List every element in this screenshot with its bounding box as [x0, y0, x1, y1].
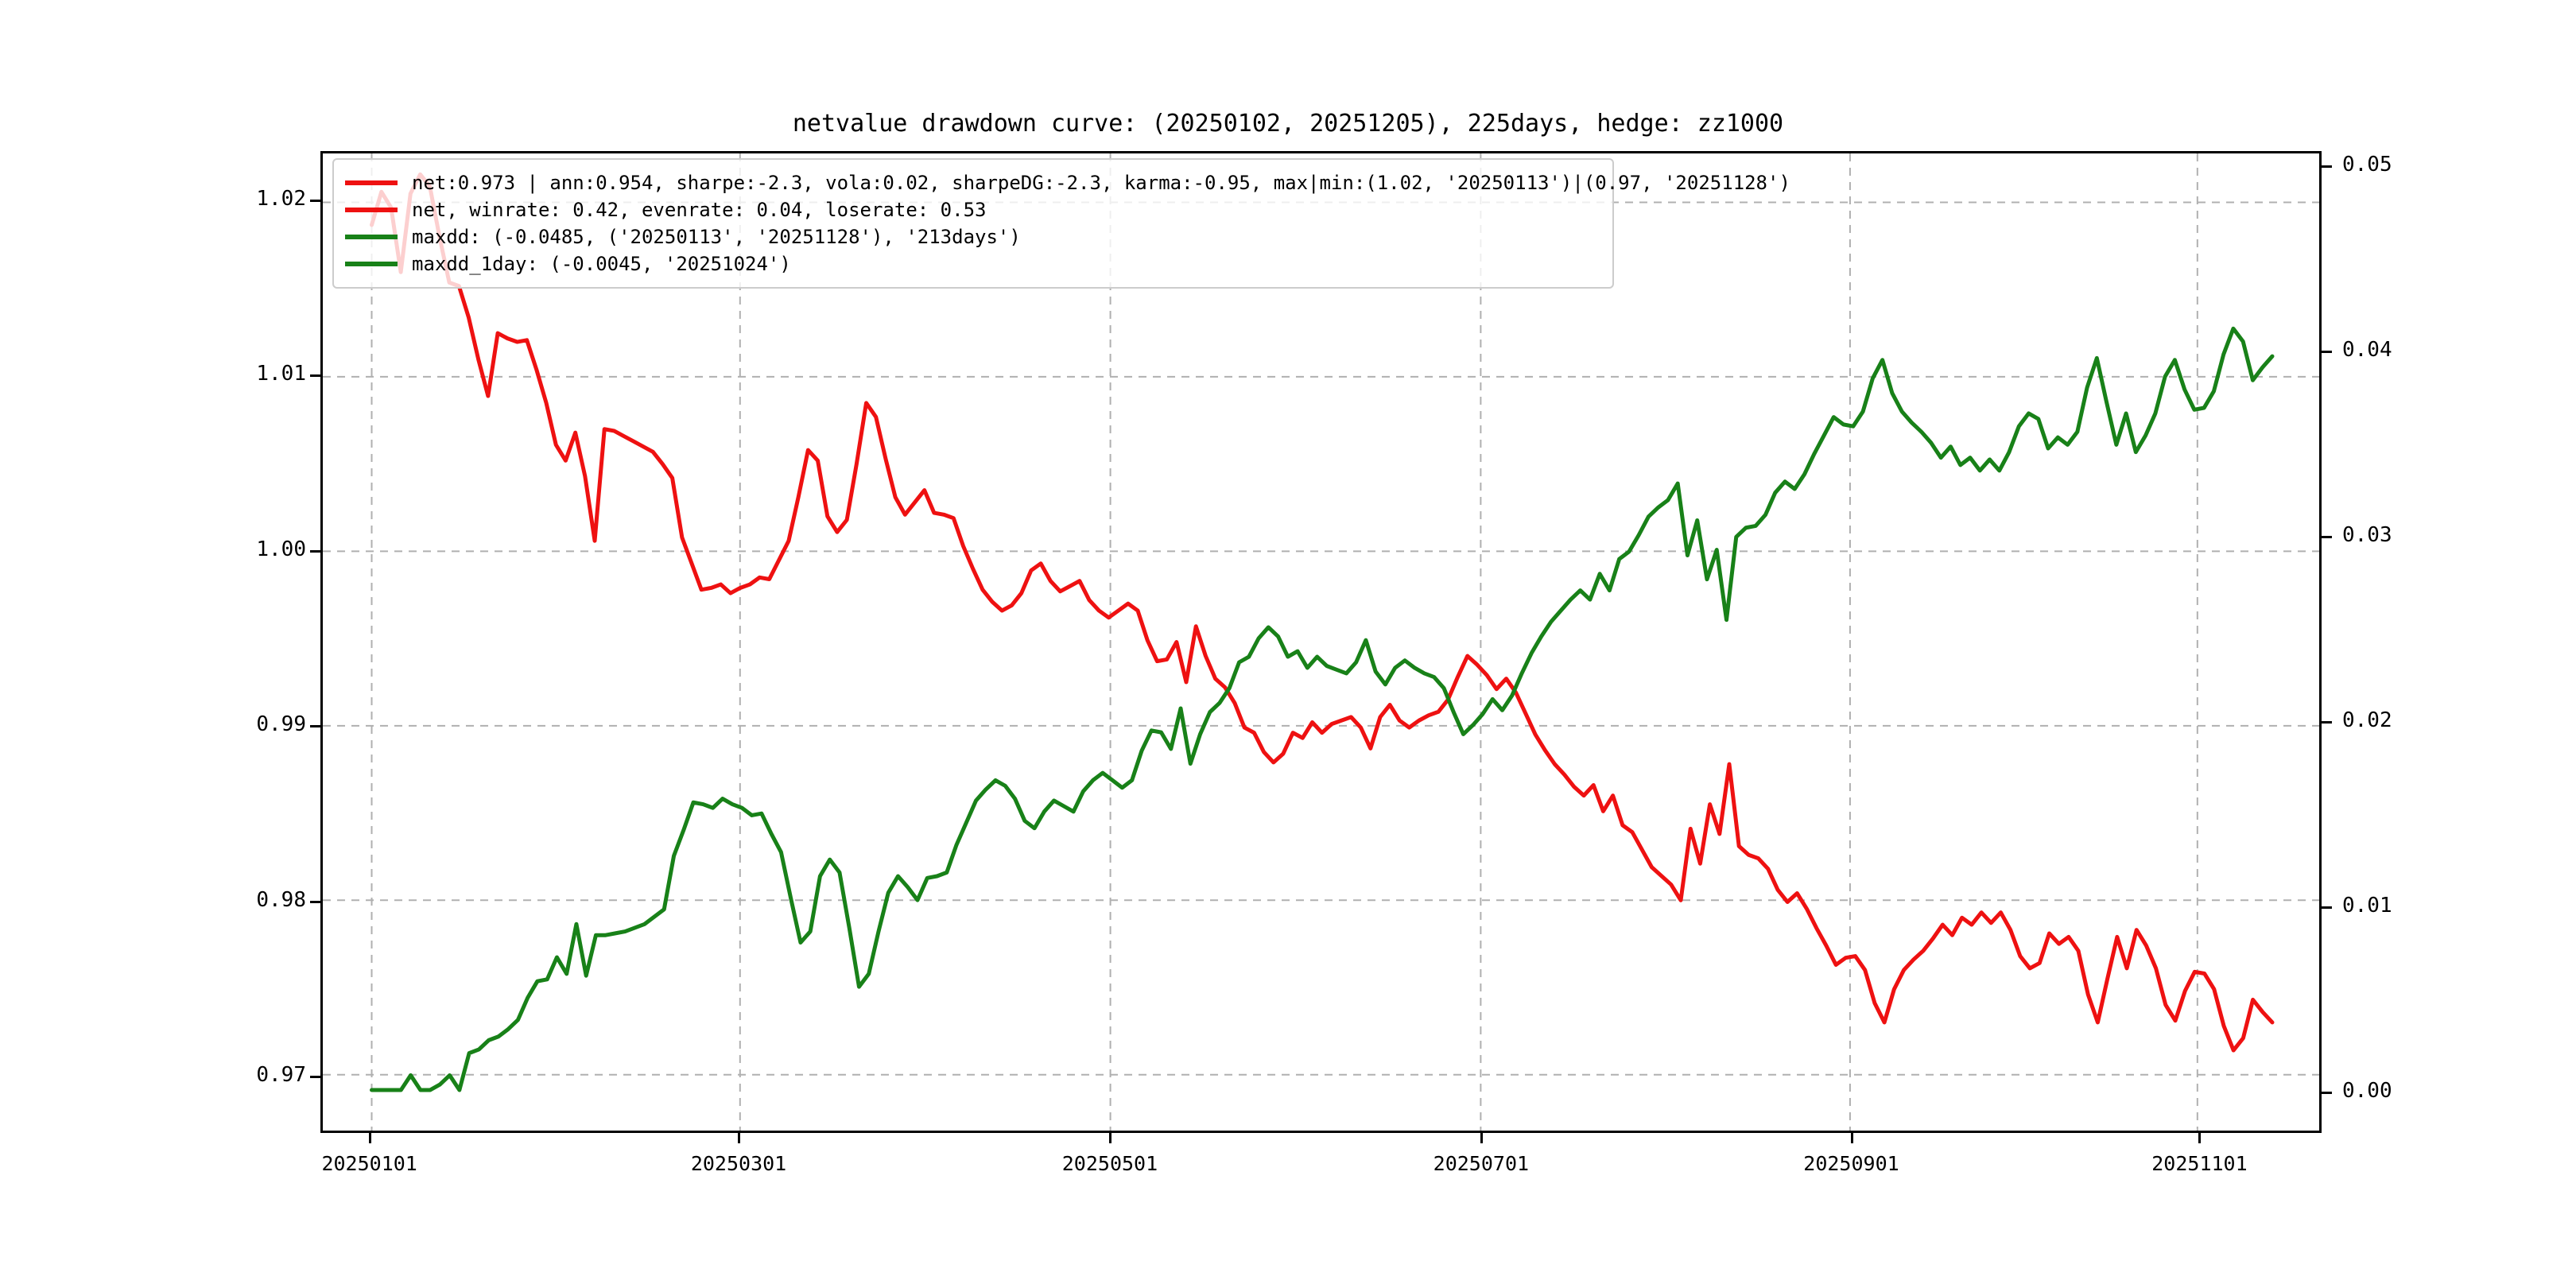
legend-label: maxdd: (-0.0485, ('20250113', '20251128'…	[412, 226, 1021, 248]
legend-item[interactable]: maxdd: (-0.0485, ('20250113', '20251128'…	[345, 223, 1600, 250]
x-tick-mark	[1108, 1133, 1111, 1143]
series-layer	[323, 153, 2319, 1131]
legend-label: net, winrate: 0.42, evenrate: 0.04, lose…	[412, 199, 987, 221]
y-tick-mark-right	[2322, 350, 2332, 353]
y-tick-label-right: 0.00	[2342, 1078, 2392, 1103]
legend-color-swatch	[345, 262, 398, 266]
chart-title: netvalue drawdown curve: (20250102, 2025…	[792, 110, 1784, 138]
legend-label: maxdd_1day: (-0.0045, '20251024')	[412, 253, 791, 275]
legend-color-swatch	[345, 208, 398, 212]
x-tick-label: 20250701	[1433, 1152, 1530, 1175]
y-tick-mark-right	[2322, 906, 2332, 909]
y-tick-label-left: 1.00	[256, 537, 306, 561]
y-tick-mark-left	[310, 374, 320, 378]
legend-box: net:0.973 | ann:0.954, sharpe:-2.3, vola…	[332, 158, 1790, 289]
y-tick-mark-right	[2322, 720, 2332, 724]
legend-item[interactable]: maxdd_1day: (-0.0045, '20251024')	[345, 250, 1600, 277]
y-tick-mark-left	[310, 549, 320, 553]
y-tick-label-right: 0.05	[2342, 152, 2392, 177]
y-tick-label-left: 1.02	[256, 186, 306, 211]
x-tick-label: 20250501	[1061, 1152, 1158, 1175]
plot-area	[320, 151, 2322, 1133]
grid-layer	[323, 153, 2319, 1131]
y-tick-label-left: 0.99	[256, 712, 306, 737]
x-tick-label: 20250101	[321, 1152, 417, 1175]
x-tick-label: 20250901	[1803, 1152, 1899, 1175]
x-tick-mark	[1480, 1133, 1483, 1143]
x-tick-mark	[368, 1133, 371, 1143]
legend-color-swatch	[345, 180, 398, 185]
y-tick-mark-left	[310, 199, 320, 202]
x-tick-mark	[738, 1133, 741, 1143]
x-tick-label: 20251101	[2151, 1152, 2248, 1175]
y-tick-mark-right	[2322, 165, 2332, 168]
y-tick-label-right: 0.02	[2342, 708, 2392, 732]
x-tick-mark	[2198, 1133, 2202, 1143]
x-tick-label: 20250301	[690, 1152, 787, 1175]
y-tick-label-right: 0.01	[2342, 893, 2392, 918]
legend-label: net:0.973 | ann:0.954, sharpe:-2.3, vola…	[412, 172, 1790, 194]
y-tick-label-left: 0.98	[256, 887, 306, 912]
y-tick-mark-left	[310, 900, 320, 903]
y-tick-label-right: 0.03	[2342, 522, 2392, 547]
y-tick-mark-left	[310, 725, 320, 728]
x-tick-mark	[1850, 1133, 1853, 1143]
legend-item[interactable]: net, winrate: 0.42, evenrate: 0.04, lose…	[345, 196, 1600, 223]
y-tick-label-left: 1.01	[256, 362, 306, 386]
y-tick-mark-right	[2322, 535, 2332, 538]
y-tick-label-left: 0.97	[256, 1063, 306, 1088]
y-tick-label-right: 0.04	[2342, 337, 2392, 362]
y-tick-mark-right	[2322, 1091, 2332, 1094]
legend-item[interactable]: net:0.973 | ann:0.954, sharpe:-2.3, vola…	[345, 169, 1790, 196]
y-tick-mark-left	[310, 1076, 320, 1079]
legend-color-swatch	[345, 235, 398, 239]
